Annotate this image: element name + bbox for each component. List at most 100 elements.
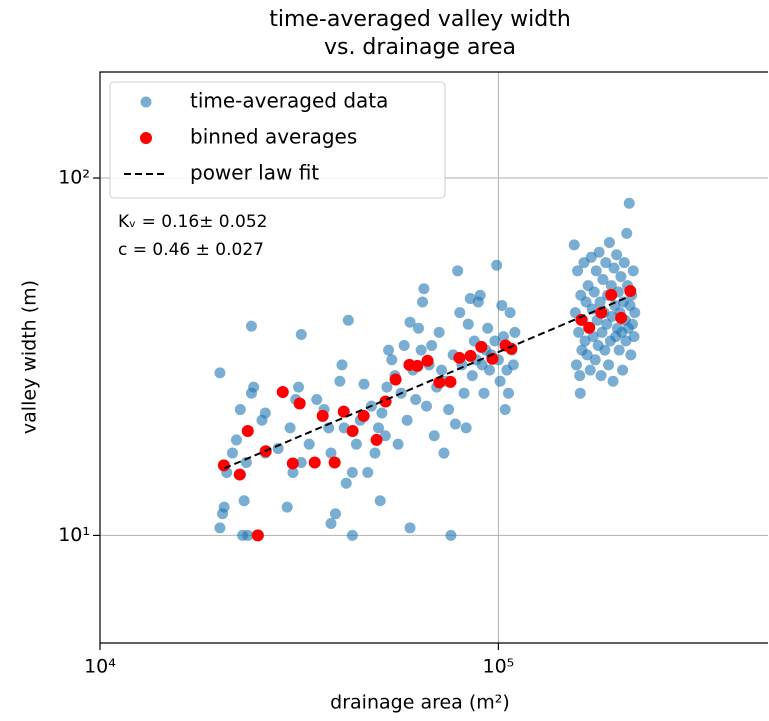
y-tick-label: 10¹ [58,524,90,546]
binned-point [595,306,608,319]
binned-point [293,397,306,410]
data-point [574,387,586,399]
data-point [581,349,593,361]
data-point [588,286,600,298]
legend-label: time-averaged data [190,89,388,113]
data-point [460,422,472,434]
data-point [226,447,238,459]
data-point [629,307,641,319]
data-point [627,265,639,277]
data-point [626,318,638,330]
binned-point [251,529,264,542]
data-point [597,274,609,286]
x-axis-label: drainage area (m²) [330,692,510,714]
binned-point [475,340,488,353]
data-point [573,326,585,338]
data-point [325,447,337,459]
binned-point [241,424,254,437]
fit-line [223,295,630,470]
data-point [284,422,296,434]
data-point [242,529,254,541]
data-point [426,339,438,351]
data-point [412,322,424,334]
data-point [605,280,617,292]
data-point [303,438,315,450]
data-point [214,522,226,534]
data-point [615,271,627,283]
x-tick-label: 10⁴ [84,656,116,678]
data-point [594,296,606,308]
data-point [590,265,602,277]
binned-point [575,313,588,326]
data-point [340,477,352,489]
data-point [504,307,516,319]
data-point [362,466,374,478]
data-point [498,331,510,343]
data-point [398,339,410,351]
binned-point [464,349,477,362]
data-point [428,430,440,442]
data-point [600,257,612,269]
binned-point [276,385,289,398]
data-point [595,370,607,382]
data-point [259,407,271,419]
binned-point [453,351,466,364]
data-point [572,265,584,277]
data-point [281,501,293,513]
binned-point [433,376,446,389]
y-axis-label: valley width (m) [19,280,41,434]
data-point [478,387,490,399]
data-point [383,344,395,356]
data-point [613,344,625,356]
data-point [404,316,416,328]
binned-point [605,288,618,301]
data-point [245,320,257,332]
data-point [593,246,605,258]
data-point [230,434,242,446]
binned-point [328,456,341,469]
data-point [410,394,422,406]
data-point [603,237,615,249]
data-point [358,378,370,390]
data-point [466,370,478,382]
data-point [415,344,427,356]
axes-frame [99,71,768,644]
binned-point [316,409,329,422]
data-point [599,344,611,356]
data-point [491,259,503,271]
binned-point [370,433,383,446]
data-point [240,456,252,468]
binned-point [346,424,359,437]
data-point [617,364,629,376]
data-point [445,529,457,541]
data-point [295,328,307,340]
data-point [482,322,494,334]
data-point [376,407,388,419]
data-point [386,354,398,366]
data-point [620,335,632,347]
binned-point [233,468,246,481]
data-point [346,529,358,541]
data-point [218,501,230,513]
binned-point [337,405,350,418]
annotation: Kᵥ = 0.16± 0.052 [118,212,267,232]
data-point [628,331,640,343]
data-point [494,375,506,387]
data-point [372,422,384,434]
data-point [509,326,521,338]
binned-point [615,311,628,324]
data-point [311,394,323,406]
data-point [579,335,591,347]
data-point [458,387,470,399]
binned-point [217,459,230,472]
data-point [443,404,455,416]
data-point [401,414,413,426]
data-point [379,430,391,442]
data-point [433,326,445,338]
data-point [474,289,486,301]
data-point [334,375,346,387]
data-point [452,265,464,277]
data-point [214,367,226,379]
